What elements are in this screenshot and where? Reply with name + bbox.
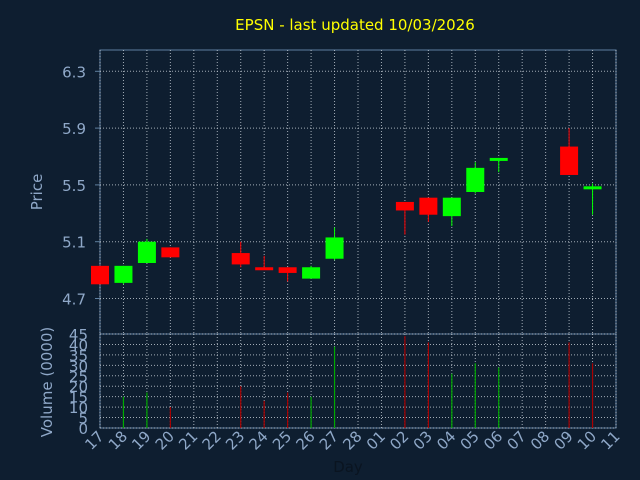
- volume-y-tick-label: 30: [69, 357, 88, 375]
- candle-26: [302, 265, 321, 279]
- x-axis-label: Day: [333, 458, 363, 476]
- candle-body: [560, 146, 579, 175]
- x-tick-label: 24: [246, 427, 272, 453]
- price-y-tick-label: 6.3: [62, 63, 86, 81]
- candle-body: [255, 267, 274, 271]
- candle-04: [442, 197, 461, 227]
- volume-y-tick-label: 45: [69, 326, 88, 344]
- candle-24: [255, 255, 274, 271]
- candle-03: [419, 197, 438, 222]
- volume-grid: [99, 333, 617, 429]
- candle-body: [302, 267, 321, 279]
- x-tick-label: 04: [433, 427, 459, 453]
- volume-y-tick-label: 5: [78, 410, 88, 428]
- volume-y-tick-label: 20: [69, 378, 88, 396]
- candle-body: [395, 201, 414, 211]
- x-tick-label: 06: [480, 427, 506, 453]
- candle-19: [137, 238, 156, 263]
- x-tick-label: 18: [105, 427, 131, 453]
- price-y-tick-label: 4.7: [62, 291, 86, 309]
- x-tick-label: 01: [363, 427, 389, 453]
- volume-y-tick-label: 25: [69, 368, 88, 386]
- x-tick-label: 27: [316, 427, 342, 453]
- candle-body: [325, 237, 344, 259]
- candle-body: [278, 267, 297, 273]
- volume-y-tick-label: 15: [69, 389, 88, 407]
- x-tick-label: 11: [597, 427, 623, 453]
- x-tick-label: 25: [269, 427, 295, 453]
- candle-body: [161, 247, 180, 258]
- x-tick-label: 23: [222, 427, 248, 453]
- candle-20: [161, 247, 180, 258]
- x-tick-label: 20: [152, 427, 178, 453]
- candle-05: [466, 162, 485, 194]
- x-tick-label: 21: [175, 427, 201, 453]
- x-tick-label: 26: [292, 427, 318, 453]
- candle-body: [583, 186, 602, 190]
- price-y-tick-label: 5.5: [62, 177, 86, 195]
- volume-plot-frame: [99, 333, 617, 429]
- price-y-tick-label: 5.1: [62, 234, 86, 252]
- x-tick-label: 19: [128, 427, 154, 453]
- x-tick-label: 05: [457, 427, 483, 453]
- candle-body: [231, 253, 250, 265]
- x-tick-label: 08: [527, 427, 553, 453]
- volume-y-tick-label: 10: [69, 399, 88, 417]
- candle-body: [419, 197, 438, 215]
- candle-10: [583, 183, 602, 215]
- volume-y-tick-label: 0: [78, 420, 88, 438]
- candle-body: [466, 167, 485, 192]
- price-y-tick-labels: 4.7 5.1 5.5 5.9 6.3: [62, 63, 100, 309]
- candle-27: [325, 227, 344, 261]
- x-tick-label: 22: [199, 427, 225, 453]
- candle-18: [114, 265, 133, 285]
- chart-title: EPSN - last updated 10/03/2026: [235, 16, 475, 34]
- x-tick-label: 28: [339, 427, 365, 453]
- candle-body: [137, 241, 156, 263]
- price-y-tick-label: 5.9: [62, 120, 86, 138]
- candlestick-series: [91, 128, 602, 285]
- candle-17: [91, 265, 109, 285]
- candle-06: [489, 157, 508, 173]
- x-tick-label: 03: [410, 427, 436, 453]
- x-tick-labels: 1718192021222324252627280102030405060708…: [81, 427, 623, 453]
- price-grid: [99, 50, 617, 334]
- candle-body: [489, 157, 508, 161]
- x-tick-label: 10: [574, 427, 600, 453]
- candle-23: [231, 241, 250, 268]
- candle-02: [395, 201, 414, 235]
- price-axis-label: Price: [28, 174, 46, 211]
- candle-body: [91, 265, 109, 285]
- volume-axis-label: Volume (0000): [38, 327, 56, 437]
- candle-body: [114, 265, 133, 283]
- candle-body: [442, 197, 461, 217]
- volume-bar-series: [122, 336, 594, 428]
- x-tick-label: 09: [550, 427, 576, 453]
- volume-y-tick-label: 40: [69, 336, 88, 354]
- volume-y-tick-label: 35: [69, 347, 88, 365]
- x-tick-label: 07: [504, 427, 530, 453]
- x-tick-label: 02: [386, 427, 412, 453]
- candle-25: [278, 267, 297, 282]
- candle-09: [560, 128, 579, 175]
